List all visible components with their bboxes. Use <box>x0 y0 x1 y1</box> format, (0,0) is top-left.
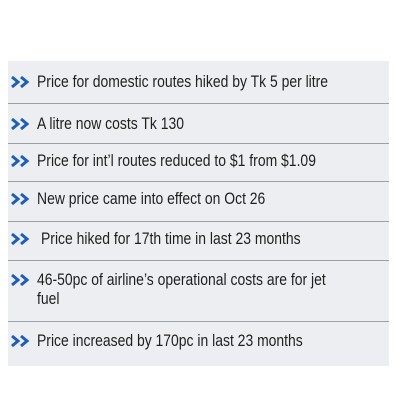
divider <box>8 221 389 222</box>
bullet-text: Price for domestic routes hiked by Tk 5 … <box>37 72 329 91</box>
double-chevron-right-icon <box>10 192 32 206</box>
bullet-text: New price came into effect on Oct 26 <box>37 189 266 208</box>
bullet-item: New price came into effect on Oct 26 <box>0 189 381 213</box>
bullet-item: Price for int’l routes reduced to $1 fro… <box>0 151 381 175</box>
double-chevron-right-icon <box>10 75 32 89</box>
bullet-item: 46-50pc of airline’s operational costs a… <box>0 270 381 314</box>
bullet-item: A litre now costs Tk 130 <box>0 114 381 138</box>
divider <box>8 260 389 261</box>
info-card <box>8 61 389 366</box>
double-chevron-right-icon <box>10 273 32 287</box>
double-chevron-right-icon <box>10 334 32 348</box>
bullet-text: A litre now costs Tk 130 <box>37 114 184 133</box>
bullet-item: Price increased by 170pc in last 23 mont… <box>0 331 381 355</box>
divider <box>8 143 389 144</box>
bullet-item: Price hiked for 17th time in last 23 mon… <box>0 229 381 253</box>
double-chevron-right-icon <box>10 232 32 246</box>
divider <box>8 103 389 104</box>
bullet-text: Price increased by 170pc in last 23 mont… <box>37 331 303 350</box>
bullet-item: Price for domestic routes hiked by Tk 5 … <box>0 72 381 96</box>
bullet-text: 46-50pc of airline’s operational costs a… <box>37 270 326 308</box>
divider <box>8 321 389 322</box>
divider <box>8 181 389 182</box>
double-chevron-right-icon <box>10 117 32 131</box>
double-chevron-right-icon <box>10 154 32 168</box>
bullet-text: Price for int’l routes reduced to $1 fro… <box>37 151 316 170</box>
bullet-text: Price hiked for 17th time in last 23 mon… <box>41 229 301 248</box>
